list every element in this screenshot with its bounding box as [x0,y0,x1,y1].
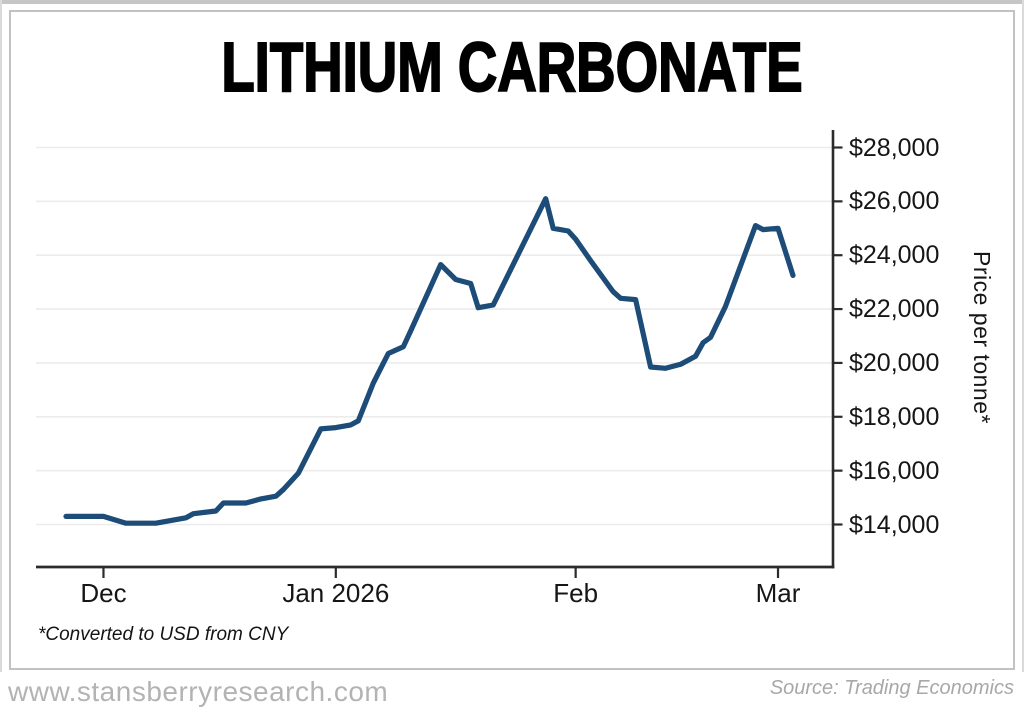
y-tick-label: $26,000 [849,187,940,216]
x-tick-label: Mar [755,578,801,608]
chart-box [9,10,1015,670]
footnote: *Converted to USD from CNY [38,624,289,645]
footer-source: Source: Trading Economics [769,677,1014,699]
y-tick-label: $18,000 [849,402,940,431]
y-tick-label: $16,000 [849,456,940,485]
y-tick-label: $20,000 [849,348,940,377]
frame-top-edge [0,0,1024,4]
y-tick-label: $14,000 [849,510,940,539]
chart-title: LITHIUM CARBONATE [221,28,804,106]
y-axis-title: Price per tonne* [969,251,995,424]
price-line [63,196,796,526]
y-tick-label: $22,000 [849,295,940,324]
y-tick-label: $24,000 [849,241,940,270]
x-tick-label: Jan 2026 [282,578,390,608]
x-tick-label: Dec [80,578,127,608]
y-tick-label: $28,000 [849,133,940,162]
footer-website: www.stansberryresearch.com [8,676,389,707]
x-tick-label: Feb [553,578,599,608]
